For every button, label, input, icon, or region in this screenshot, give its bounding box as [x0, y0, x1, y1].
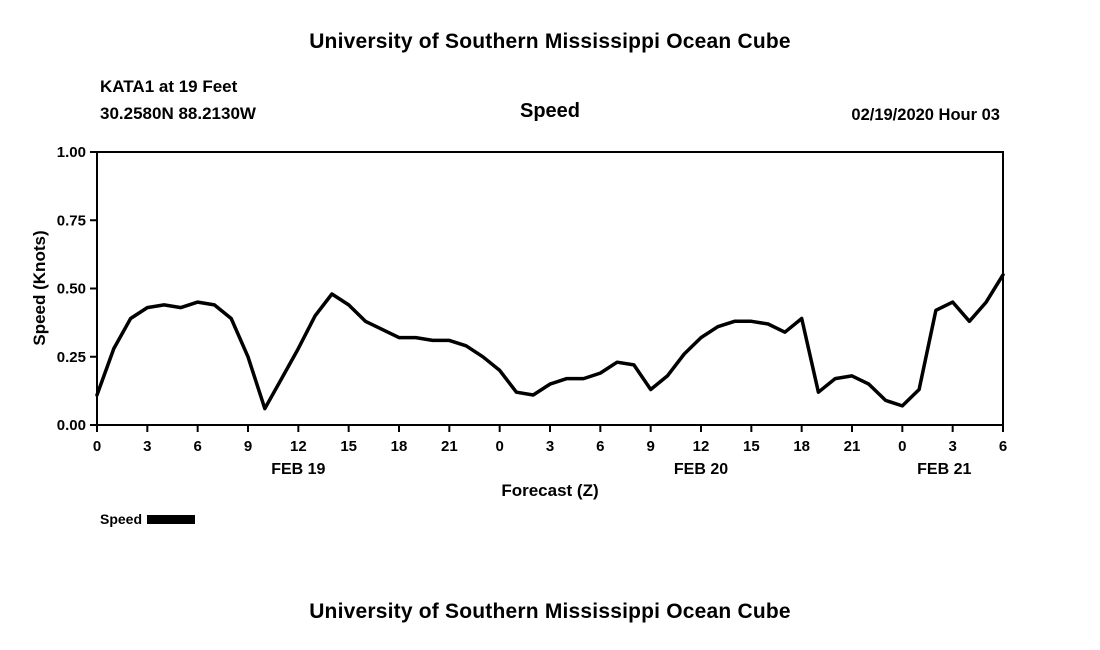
- page-title-top: University of Southern Mississippi Ocean…: [309, 30, 791, 53]
- x-tick-label: 3: [143, 438, 151, 455]
- x-tick-label: 21: [844, 438, 861, 455]
- x-tick-label: 6: [193, 438, 201, 455]
- y-tick-label: 0.50: [57, 281, 86, 298]
- x-tick-label: 0: [495, 438, 503, 455]
- x-tick-label: 9: [244, 438, 252, 455]
- x-tick-label: 6: [596, 438, 604, 455]
- x-tick-label: 15: [743, 438, 760, 455]
- x-tick-label: 3: [948, 438, 956, 455]
- x-tick-label: 18: [391, 438, 408, 455]
- x-day-label: FEB 21: [917, 461, 971, 478]
- x-day-label: FEB 19: [271, 461, 325, 478]
- series-line-speed: [95, 273, 1005, 411]
- x-tick-label: 12: [693, 438, 710, 455]
- x-axis-label: Forecast (Z): [501, 481, 599, 500]
- x-day-label: FEB 20: [674, 461, 728, 478]
- coordinates-label: 30.2580N 88.2130W: [100, 104, 256, 123]
- x-tick-label: 18: [793, 438, 810, 455]
- x-tick-label: 3: [546, 438, 554, 455]
- y-tick-label: 1.00: [57, 144, 86, 161]
- page-title-bottom: University of Southern Mississippi Ocean…: [309, 600, 791, 623]
- x-tick-label: 21: [441, 438, 458, 455]
- y-tick-label: 0.75: [57, 212, 86, 229]
- y-tick-label: 0.00: [57, 417, 86, 434]
- x-tick-label: 15: [340, 438, 357, 455]
- x-tick-label: 9: [646, 438, 654, 455]
- legend-line-swatch: [147, 514, 196, 524]
- legend: Speed: [100, 511, 196, 527]
- y-tick-label: 0.25: [57, 349, 86, 366]
- x-tick-label: 12: [290, 438, 307, 455]
- station-label: KATA1 at 19 Feet: [100, 77, 238, 96]
- chart-title: Speed: [519, 100, 581, 122]
- plot-svg: 0.00 0.25 0.50 0.75 1.00 0 3 6 9 12 15 18 21 0 3 6 9 12 15…: [57, 144, 1007, 478]
- x-tick-label: 0: [898, 438, 906, 455]
- datetime-label: 02/19/2020 Hour 03: [851, 106, 1000, 124]
- x-tick-label: 0: [93, 438, 101, 455]
- x-tick-label: 6: [999, 438, 1007, 455]
- legend-label: Speed: [100, 511, 143, 527]
